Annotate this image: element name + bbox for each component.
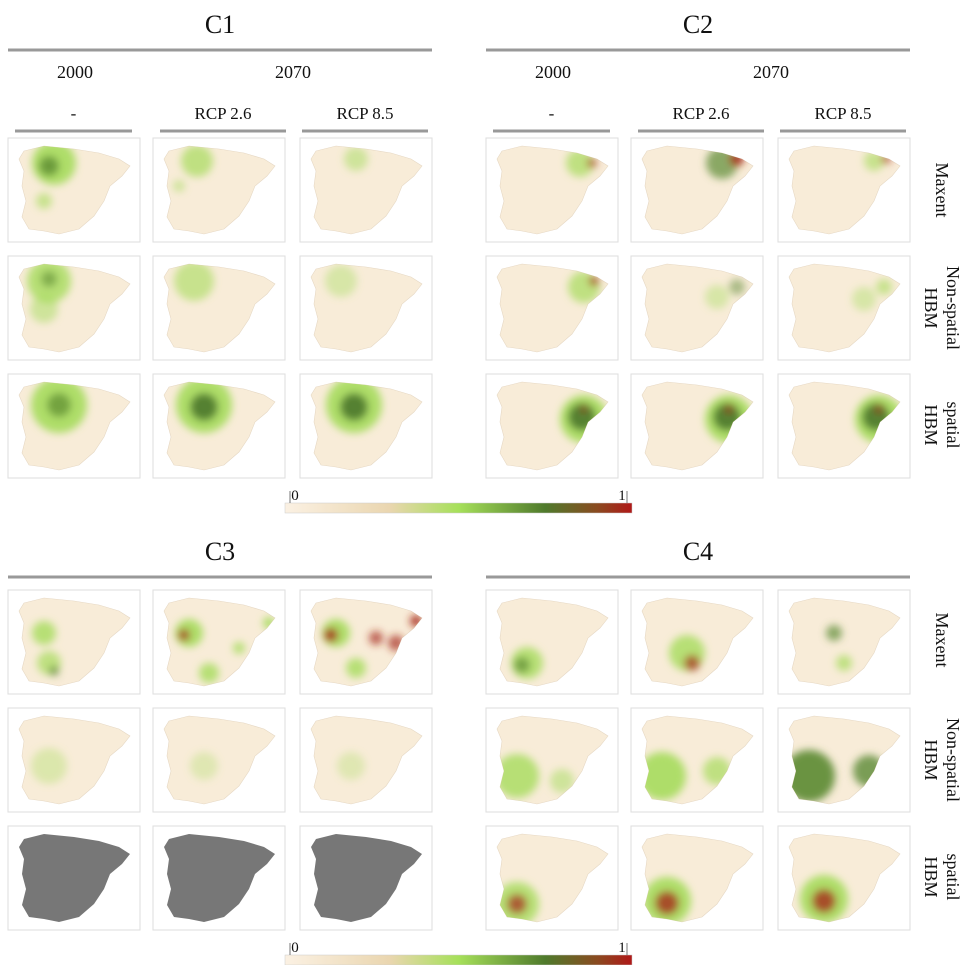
map-surface: [325, 265, 357, 297]
map-blob: [826, 625, 842, 641]
row-label: HBM: [921, 287, 941, 328]
year-label: 2070: [275, 62, 311, 82]
map-blobs: [31, 748, 67, 784]
map-blobs: [190, 752, 218, 780]
map-blob: [836, 655, 852, 671]
row-label: HBM: [921, 856, 941, 897]
map-blob: [36, 193, 52, 209]
map-blob: [369, 631, 383, 645]
row-label: spatial: [943, 402, 963, 449]
map-blob: [346, 658, 366, 678]
map-surface: [800, 875, 848, 923]
colorbar: [285, 955, 632, 965]
colorbar: [285, 503, 632, 513]
scenario-label: -: [549, 104, 555, 123]
map-surface: [511, 647, 543, 679]
map-blob: [684, 655, 700, 671]
row-label: Maxent: [932, 163, 952, 218]
scenario-label: RCP 8.5: [814, 104, 871, 123]
row-label: Maxent: [932, 613, 952, 668]
map-surface: [31, 748, 67, 784]
scenario-label: RCP 2.6: [672, 104, 729, 123]
scenario-label: RCP 8.5: [336, 104, 393, 123]
figure: C1 2000 2070 - RCP 2.6 RCP 8.5 C2 2000 2070 - RCP …: [0, 0, 966, 965]
year-label: 2000: [57, 62, 93, 82]
map-blob: [49, 666, 59, 676]
map-blob: [181, 145, 213, 177]
map-surface: [190, 752, 218, 780]
map-blob: [874, 404, 884, 414]
map-blob: [178, 629, 190, 641]
map-blob: [30, 295, 58, 323]
map-blob: [337, 752, 365, 780]
row-label: spatial: [943, 854, 963, 901]
map-blob: [589, 276, 599, 286]
colorbar-max: 1: [618, 488, 626, 504]
map-blobs: [174, 261, 214, 301]
map-surface: [344, 147, 368, 171]
colorbar-min: 0: [291, 940, 299, 956]
map-blob: [190, 752, 218, 780]
map-blob: [324, 628, 338, 642]
map-blob: [729, 279, 745, 295]
map-blob: [173, 180, 185, 192]
map-blob: [587, 158, 597, 168]
map-blobs: [325, 265, 357, 297]
map-blob: [174, 261, 214, 301]
map-blob: [325, 265, 357, 297]
scenario-label: -: [71, 104, 77, 123]
map-blob: [580, 405, 588, 413]
map-blob: [31, 748, 67, 784]
map-surface: [337, 752, 365, 780]
map-blob: [47, 393, 71, 417]
map-blobs: [669, 635, 705, 671]
map-blobs: [511, 647, 543, 679]
panel-title: C4: [683, 537, 713, 566]
map-blob: [41, 271, 57, 287]
map-blob: [233, 642, 245, 654]
row-label: HBM: [921, 404, 941, 445]
row-label: Non-spatial: [943, 718, 963, 802]
map-blob: [507, 894, 527, 914]
map-blob: [655, 891, 679, 915]
map-blob: [514, 657, 530, 673]
map-blob: [39, 156, 59, 176]
map-blob: [812, 889, 836, 913]
map-blob: [190, 393, 218, 421]
map-blob: [199, 663, 219, 683]
map-blob: [705, 285, 729, 309]
map-surface: [174, 261, 214, 301]
year-label: 2070: [753, 62, 789, 82]
map-blobs: [800, 875, 848, 923]
colorbar-min: 0: [291, 488, 299, 504]
map-blobs: [337, 752, 365, 780]
scenario-label: RCP 2.6: [194, 104, 251, 123]
map-blob: [344, 147, 368, 171]
row-label: Non-spatial: [943, 266, 963, 350]
map-blobs: [344, 147, 368, 171]
panel-title: C3: [205, 537, 235, 566]
map-surface: [669, 635, 705, 671]
panel-title: C2: [683, 10, 713, 39]
panel-title: C1: [205, 10, 235, 39]
map-blob: [724, 404, 734, 414]
year-label: 2000: [535, 62, 571, 82]
map-blob: [852, 287, 876, 311]
colorbar-max: 1: [618, 940, 626, 956]
map-blob: [340, 393, 368, 421]
map-blob: [876, 279, 892, 295]
map-blob: [32, 621, 56, 645]
row-label: HBM: [921, 739, 941, 780]
